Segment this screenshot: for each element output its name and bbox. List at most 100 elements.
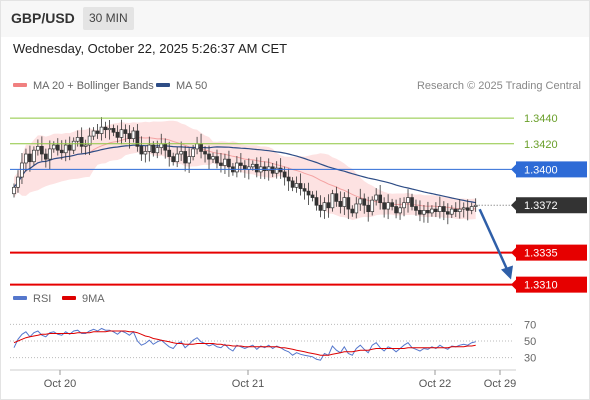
candle-bear (40, 145, 44, 155)
level-label: 1.3440 (524, 113, 558, 125)
level-label-box (516, 161, 587, 178)
candle-bear (219, 162, 223, 166)
ma50-swatch-icon (156, 83, 170, 88)
candle-bull (36, 145, 40, 151)
candle-bull (469, 206, 474, 211)
timeframe-button[interactable]: 30 MIN (83, 7, 134, 30)
level-label-pointer (511, 164, 516, 175)
candle-bear (298, 183, 303, 189)
candle-bull (75, 137, 80, 142)
candle-bear (465, 207, 470, 211)
level-label-pointer (511, 247, 516, 258)
candle-bear (203, 151, 207, 155)
candle-bear (199, 143, 203, 152)
rsi-tick-label: 70 (524, 319, 536, 331)
candle-bear (43, 153, 48, 160)
candle-bear (278, 167, 283, 173)
candle-bull (87, 135, 92, 146)
candle-bear (410, 197, 414, 207)
symbol-label: GBP/USD (11, 10, 75, 26)
candle-bull (449, 208, 454, 215)
candle-bull (457, 208, 462, 212)
candle-bull (294, 183, 299, 188)
candle-bear (270, 166, 275, 174)
candle-bull (438, 206, 442, 212)
candle-bear (151, 144, 156, 154)
candle-bull (406, 197, 410, 204)
level-label-box (516, 276, 587, 293)
candle-bear (310, 194, 315, 198)
candle-bull (12, 186, 16, 195)
candle-bear (95, 130, 100, 134)
candle-bull (159, 143, 164, 148)
legend-9ma: 9MA (62, 293, 105, 305)
candle-bear (28, 153, 32, 163)
legend-ma20-bollinger: MA 20 + Bollinger Bands (13, 80, 154, 92)
candle-bear (441, 206, 446, 212)
legend-label: MA 20 + Bollinger Bands (33, 80, 154, 92)
candle-bull (175, 153, 180, 163)
candle-bear (318, 204, 323, 211)
candle-bear (262, 166, 267, 172)
x-tick-label: Oct 22 (419, 378, 451, 390)
candle-bull (354, 203, 359, 214)
candle-bull (266, 166, 271, 172)
candle-bull (422, 210, 426, 215)
candle-bear (414, 206, 418, 211)
forecast-arrow-head-icon (501, 265, 513, 280)
rsi-line (13, 327, 476, 361)
current-price-pointer (511, 200, 516, 211)
candle-bull (195, 143, 199, 150)
candle-bear (382, 202, 386, 210)
9ma-swatch-icon (62, 296, 76, 301)
candle-bear (67, 144, 72, 151)
candle-bear (390, 202, 394, 207)
candle-bull (51, 144, 56, 150)
candle-bull (187, 156, 191, 164)
candle-bull (20, 162, 24, 178)
candle-bear (434, 208, 438, 212)
candle-bull (155, 147, 160, 154)
candle-bull (235, 162, 239, 173)
level-label: 1.3400 (524, 164, 558, 176)
ma20-swatch-icon (13, 83, 27, 88)
candle-bull (430, 208, 434, 214)
level-label-pointer (511, 279, 516, 290)
candle-bull (91, 130, 96, 137)
x-tick-label: Oct 20 (44, 378, 76, 390)
candle-bull (211, 156, 215, 160)
x-tick-label: Oct 21 (232, 378, 264, 390)
candle-bear (163, 143, 168, 151)
candle-bull (402, 202, 406, 209)
level-label: 1.3310 (524, 280, 558, 292)
candle-bear (123, 129, 128, 134)
credit-label: Research © 2025 Trading Central (416, 80, 581, 92)
candle-bear (334, 193, 339, 202)
candle-bear (239, 162, 243, 166)
candle-bull (147, 144, 152, 152)
candle-bear (366, 204, 371, 212)
rsi-9ma-line (13, 330, 476, 356)
candle-bull (473, 204, 478, 207)
current-price-box (516, 197, 587, 214)
candle-bull (99, 126, 104, 134)
ma50-line (13, 144, 476, 204)
candle-bull (330, 193, 335, 209)
level-label: 1.3420 (524, 139, 558, 151)
candle-bear (167, 149, 172, 157)
candle-bear (282, 171, 287, 178)
candle-bull (358, 198, 363, 205)
legend-label: 9MA (82, 293, 105, 305)
candle-bull (370, 199, 375, 212)
candle-bull (131, 130, 136, 140)
candle-bull (461, 207, 466, 210)
legend-label: MA 50 (176, 80, 208, 92)
candle-bear (346, 197, 351, 210)
candle-bull (179, 151, 184, 155)
legend-rsi: RSI (13, 293, 51, 305)
legend-label: RSI (33, 293, 52, 305)
candle-bull (32, 149, 36, 163)
forecast-arrow-shaft (478, 208, 510, 273)
candle-bear (227, 158, 231, 168)
